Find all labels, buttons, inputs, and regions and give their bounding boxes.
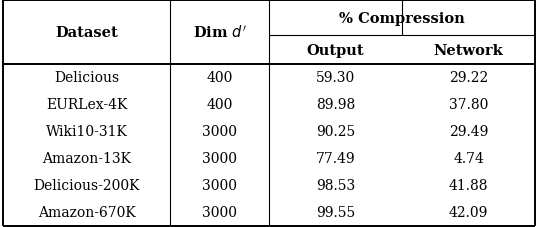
- Text: Network: Network: [434, 44, 504, 57]
- Text: 59.30: 59.30: [316, 71, 355, 85]
- Text: Wiki10-31K: Wiki10-31K: [46, 125, 128, 139]
- Text: 89.98: 89.98: [316, 98, 355, 112]
- Text: 42.09: 42.09: [449, 205, 489, 220]
- Text: 4.74: 4.74: [454, 152, 484, 166]
- Text: 29.22: 29.22: [449, 71, 489, 85]
- Text: 37.80: 37.80: [449, 98, 489, 112]
- Text: 29.49: 29.49: [449, 125, 489, 139]
- Text: % Compression: % Compression: [339, 12, 465, 26]
- Text: 99.55: 99.55: [316, 205, 355, 220]
- Text: Amazon-670K: Amazon-670K: [38, 205, 136, 220]
- Text: 41.88: 41.88: [449, 179, 489, 192]
- Text: 3000: 3000: [202, 152, 237, 166]
- Text: 98.53: 98.53: [316, 179, 355, 192]
- Text: Delicious-200K: Delicious-200K: [33, 179, 140, 192]
- Text: 3000: 3000: [202, 125, 237, 139]
- Text: Dim $d'$: Dim $d'$: [193, 25, 247, 41]
- Text: 3000: 3000: [202, 205, 237, 220]
- Text: Delicious: Delicious: [54, 71, 119, 85]
- Text: Output: Output: [307, 44, 364, 57]
- Text: 3000: 3000: [202, 179, 237, 192]
- Text: Dataset: Dataset: [55, 26, 118, 40]
- Text: 400: 400: [207, 71, 233, 85]
- Text: EURLex-4K: EURLex-4K: [46, 98, 128, 112]
- Text: Amazon-13K: Amazon-13K: [42, 152, 131, 166]
- Text: 90.25: 90.25: [316, 125, 355, 139]
- Text: 77.49: 77.49: [316, 152, 356, 166]
- Text: 400: 400: [207, 98, 233, 112]
